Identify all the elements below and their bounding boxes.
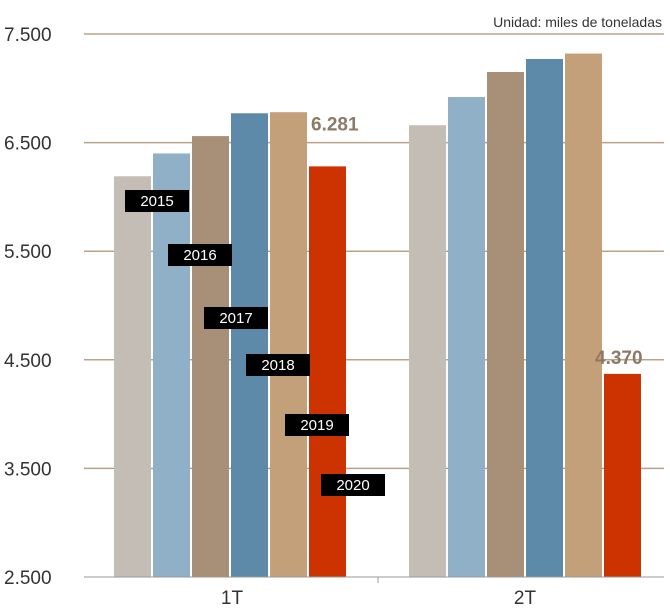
legend-tag-label: 2015: [140, 193, 173, 210]
legend-tag-label: 2017: [219, 310, 252, 327]
legend-tag-2020: 2020: [321, 474, 385, 496]
legend-tag-label: 2016: [183, 247, 216, 264]
y-tick-label: 6.500: [4, 134, 52, 155]
y-tick-label: 4.500: [4, 351, 52, 372]
legend-tag-box: [125, 190, 189, 212]
bar-2020-2T: [604, 373, 641, 577]
legend-tag-box: [285, 414, 349, 436]
bar-2016-1T: [153, 153, 190, 577]
legend-tag-box: [204, 307, 268, 329]
x-tick-label-2T: 2T: [514, 588, 537, 609]
legend-tag-box: [168, 244, 232, 266]
legend-tag-label: 2018: [261, 357, 294, 374]
bar-2019-2T: [565, 53, 602, 578]
bar-2018-1T: [231, 113, 268, 577]
bar-2020-1T: [309, 166, 346, 577]
bar-2017-2T: [487, 72, 524, 577]
bar-2016-2T: [448, 96, 485, 577]
unit-note: Unidad: miles de toneladas: [493, 14, 662, 30]
legend-tag-label: 2019: [300, 417, 333, 434]
legend-tag-2019: 2019: [285, 414, 349, 436]
bar-2019-1T: [270, 112, 307, 577]
data-label-2020-2T: 4.370: [595, 348, 643, 369]
y-tick-label: 5.500: [4, 242, 52, 263]
bar-2015-2T: [409, 125, 446, 577]
legend-tag-2017: 2017: [204, 307, 268, 329]
legend-tag-box: [246, 354, 310, 376]
bar-2017-1T: [192, 136, 229, 578]
legend-tag-2016: 2016: [168, 244, 232, 266]
y-tick-label: 3.500: [4, 459, 52, 480]
legend-tag-box: [321, 474, 385, 496]
legend-tag-label: 2020: [336, 477, 369, 494]
y-tick-label: 7.500: [4, 25, 52, 46]
y-tick-label: 2.500: [4, 568, 52, 589]
legend-tag-2018: 2018: [246, 354, 310, 376]
legend-tag-2015: 2015: [125, 190, 189, 212]
x-tick-label-1T: 1T: [221, 588, 244, 609]
data-label-2020-1T: 6.281: [311, 114, 359, 135]
bar-2015-1T: [114, 176, 151, 578]
bar-2018-2T: [526, 58, 563, 577]
